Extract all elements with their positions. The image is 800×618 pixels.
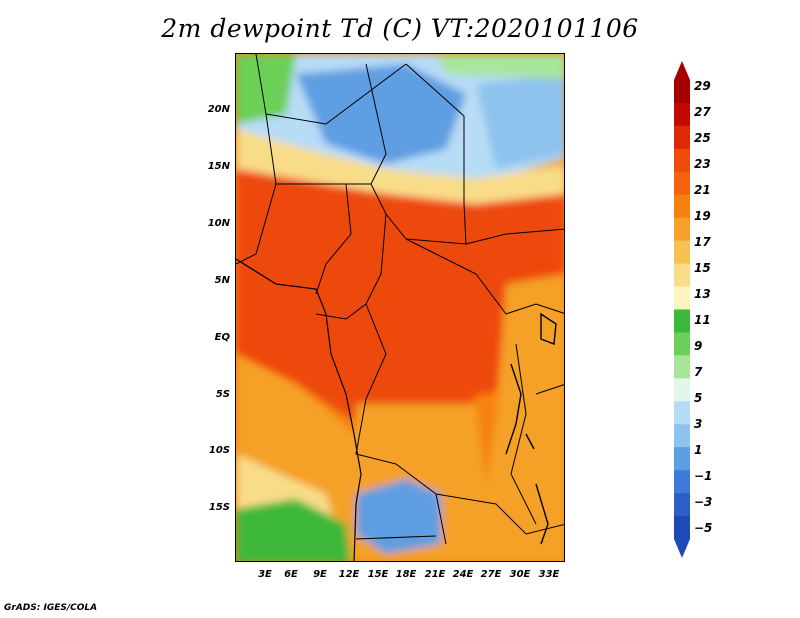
atlantic-coastline bbox=[236, 258, 362, 561]
legend-label-23: 23 bbox=[694, 157, 711, 171]
lon-label-3e: 3E bbox=[258, 569, 272, 580]
lat-label-10n: 10N bbox=[207, 218, 230, 229]
legend-swatch bbox=[674, 332, 690, 356]
legend-swatch bbox=[674, 148, 690, 173]
humid-core bbox=[236, 164, 564, 474]
lat-label-eq: EQ bbox=[214, 332, 230, 343]
lon-label-33e: 33E bbox=[538, 569, 560, 580]
border-libya-sudan bbox=[405, 63, 465, 204]
legend-swatch bbox=[674, 516, 690, 540]
lat-label-15n: 15N bbox=[207, 161, 230, 172]
border-uganda bbox=[505, 303, 564, 315]
legend-label-9: 9 bbox=[694, 339, 703, 353]
north-green-strip bbox=[436, 54, 564, 79]
country-borders bbox=[236, 54, 564, 545]
chart-title: 2m dewpoint Td (C) VT:2020101106 bbox=[161, 14, 639, 43]
legend-label-17: 17 bbox=[694, 235, 711, 249]
legend-swatch bbox=[674, 240, 690, 264]
sw-green-patch bbox=[236, 499, 351, 561]
lat-label-10s: 10S bbox=[208, 445, 230, 456]
lon-label-30e: 30E bbox=[509, 569, 531, 580]
lake-tanganyika bbox=[505, 363, 522, 455]
legend-swatch bbox=[674, 194, 690, 219]
lake-mweru bbox=[525, 433, 535, 450]
border-nigeria-west bbox=[236, 113, 277, 265]
legend-label-minus-5: −5 bbox=[694, 521, 713, 535]
legend-label-15: 15 bbox=[694, 261, 711, 275]
sahel-transition bbox=[236, 129, 564, 204]
legend-label-minus-1: −1 bbox=[694, 469, 713, 483]
lon-label-6e: 6E bbox=[284, 569, 298, 580]
legend-swatch bbox=[674, 102, 690, 127]
dewpoint-shading bbox=[236, 54, 564, 561]
legend-label-27: 27 bbox=[694, 105, 711, 119]
dewpoint-map bbox=[235, 53, 565, 562]
lon-label-9e: 9E bbox=[313, 569, 327, 580]
legend-label-7: 7 bbox=[694, 365, 703, 379]
legend-label-5: 5 bbox=[694, 391, 703, 405]
legend-swatch bbox=[674, 80, 690, 104]
lat-label-5n: 5N bbox=[214, 275, 230, 286]
lake-malawi bbox=[535, 483, 549, 545]
legend-swatch bbox=[674, 125, 690, 150]
legend-swatch bbox=[674, 447, 690, 471]
legend-label-25: 25 bbox=[694, 131, 711, 145]
legend-bottom-arrow bbox=[674, 539, 690, 558]
legend-swatch bbox=[674, 263, 690, 287]
nw-green bbox=[236, 54, 296, 124]
legend-swatch bbox=[674, 378, 690, 402]
sahara-dry-core bbox=[296, 64, 466, 164]
lon-label-24e: 24E bbox=[452, 569, 474, 580]
legend-label-19: 19 bbox=[694, 209, 711, 223]
east-highlands bbox=[476, 274, 564, 561]
lat-label-5s: 5S bbox=[215, 389, 230, 400]
legend-swatch bbox=[674, 355, 690, 379]
border-angola-namibia bbox=[355, 535, 437, 540]
legend-swatch bbox=[674, 401, 690, 425]
lat-label-15s: 15S bbox=[208, 502, 230, 513]
legend-swatches bbox=[674, 80, 690, 540]
border-tanzania-drc bbox=[510, 343, 537, 525]
border-niger-algeria bbox=[255, 54, 407, 125]
legend-swatch bbox=[674, 309, 690, 333]
great-lakes bbox=[505, 312, 557, 545]
legend-swatch bbox=[674, 470, 690, 494]
grads-credit: GrADS: IGES/COLA bbox=[4, 603, 98, 613]
lon-label-21e: 21E bbox=[424, 569, 446, 580]
lon-label-27e: 27E bbox=[480, 569, 502, 580]
legend-top-arrow bbox=[674, 61, 690, 80]
legend-swatch bbox=[674, 171, 690, 196]
legend-label-minus-3: −3 bbox=[694, 495, 713, 509]
lake-victoria bbox=[540, 312, 557, 345]
border-car-drc bbox=[405, 238, 507, 315]
angola-dry-blob bbox=[356, 479, 441, 554]
legend-swatch bbox=[674, 217, 690, 242]
lon-label-15e: 15E bbox=[367, 569, 389, 580]
legend-swatch bbox=[674, 286, 690, 310]
lat-label-20n: 20N bbox=[207, 104, 230, 115]
legend-label-11: 11 bbox=[694, 313, 711, 327]
color-legend bbox=[674, 61, 690, 558]
sudan-dry bbox=[476, 74, 564, 169]
border-sudan-south bbox=[465, 228, 564, 245]
dewpoint-map-svg bbox=[236, 54, 564, 561]
legend-label-29: 29 bbox=[694, 79, 711, 93]
legend-swatch bbox=[674, 424, 690, 448]
border-kenya bbox=[535, 384, 564, 395]
legend-label-21: 21 bbox=[694, 183, 711, 197]
border-cameroon bbox=[315, 183, 352, 295]
lon-label-18e: 18E bbox=[395, 569, 417, 580]
legend-label-3: 3 bbox=[694, 417, 703, 431]
legend-label-13: 13 bbox=[694, 287, 711, 301]
legend-swatch bbox=[674, 493, 690, 517]
lon-label-12e: 12E bbox=[338, 569, 360, 580]
legend-label-1: 1 bbox=[694, 443, 703, 457]
